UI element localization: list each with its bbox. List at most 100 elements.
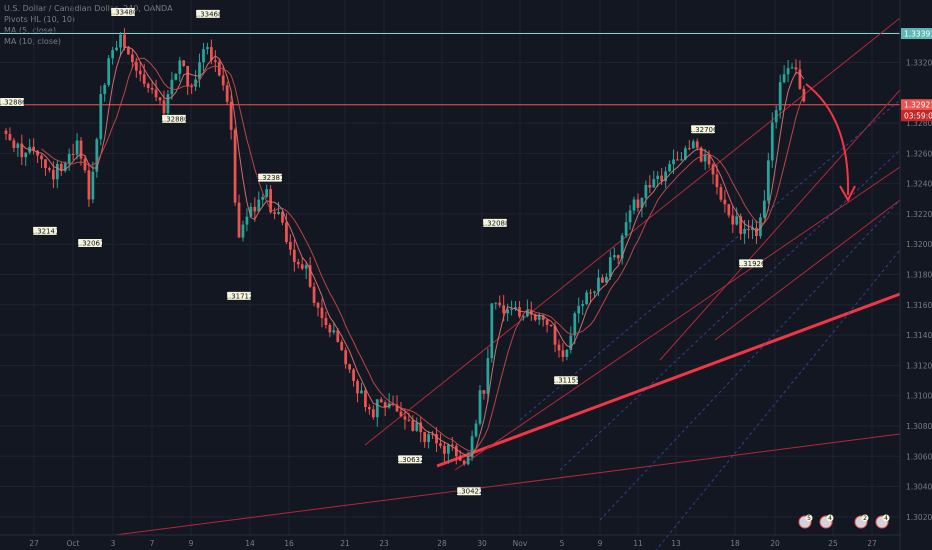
candle-body	[225, 85, 229, 102]
pivot-label-text: 1.31712	[225, 292, 254, 300]
price-tick-label: 1.32400	[906, 180, 932, 189]
candle-body	[16, 143, 20, 149]
candle-body	[304, 265, 308, 269]
candle-body	[470, 436, 474, 458]
candle-body	[766, 160, 770, 201]
candle-body	[510, 309, 513, 311]
candle-body	[660, 175, 664, 182]
candle-body	[249, 206, 253, 217]
candle-body	[719, 187, 723, 200]
candle-body	[494, 302, 498, 304]
candle-body	[411, 420, 415, 431]
candlestick-series	[4, 28, 806, 466]
candle-body	[134, 61, 138, 71]
candle-body	[447, 444, 450, 454]
candle-body	[723, 199, 727, 205]
candle-body	[395, 404, 399, 412]
channel-lower-line	[714, 199, 901, 341]
time-tick-label: 3	[111, 539, 116, 548]
candle-body	[202, 49, 205, 63]
candle-body	[344, 350, 348, 365]
candle-body	[529, 309, 533, 315]
candle-body	[537, 315, 541, 320]
pivot-label-box	[483, 218, 507, 227]
candle-body	[79, 140, 83, 159]
candle-body	[680, 159, 683, 161]
candle-body	[676, 159, 679, 161]
channel-inner-line	[659, 89, 901, 361]
price-tick-label: 1.31200	[906, 361, 932, 370]
candle-body	[782, 74, 786, 83]
pivot-label-box	[398, 455, 422, 464]
time-tick-label: 13	[671, 539, 681, 548]
candle-body	[107, 58, 111, 85]
candle-body	[482, 390, 486, 394]
pivot-label-box	[162, 114, 186, 123]
candle-body	[518, 307, 521, 317]
candle-body	[206, 47, 209, 50]
time-tick-label: 27	[29, 539, 39, 548]
candle-body	[150, 87, 154, 90]
price-axis[interactable]: 1.332001.332001.328001.326001.324001.322…	[899, 0, 932, 550]
time-tick-label: 25	[828, 539, 838, 548]
candle-body	[439, 443, 442, 446]
candle-body	[597, 277, 600, 292]
ma-slow-indicator-label[interactable]: MA (10, close)	[4, 37, 62, 46]
pivot-label-box	[111, 8, 135, 17]
candle-body	[277, 211, 280, 214]
symbol-title[interactable]: U.S. Dollar / Canadian Dollar, 240, OAND…	[4, 4, 173, 13]
candle-body	[300, 264, 304, 269]
ma-fast-indicator-label[interactable]: MA (5, close)	[4, 26, 56, 35]
pivot-label-text: 1.32886	[0, 99, 27, 107]
candle-body	[111, 50, 114, 59]
candle-body	[553, 325, 557, 345]
candle-body	[40, 155, 43, 160]
candle-body	[632, 199, 636, 211]
candle-body	[375, 399, 379, 418]
candle-body	[198, 62, 201, 80]
candle-body	[336, 330, 340, 342]
candle-body	[486, 358, 490, 394]
candle-body	[241, 224, 245, 238]
candle-body	[308, 265, 312, 287]
moving-average-layer	[21, 46, 805, 458]
candle-body	[798, 69, 802, 89]
candle-body	[458, 456, 462, 461]
time-tick-label: 21	[340, 539, 350, 548]
candle-body	[340, 341, 344, 351]
pivot-label-box	[33, 226, 57, 235]
pivot-label-box	[554, 376, 578, 385]
candle-body	[751, 227, 754, 231]
time-axis[interactable]: 27 Oct 3 7 9 14 16 21 23 28 30 Nov 5 9 11 13 18 20 25 27	[0, 534, 900, 548]
candle-body	[569, 335, 573, 350]
event-badges[interactable]: 5 4 2 4	[798, 514, 890, 529]
candle-body	[371, 409, 375, 418]
candle-body	[348, 364, 351, 370]
candle-body	[747, 229, 750, 231]
candle-body	[435, 434, 438, 444]
candle-body	[52, 169, 55, 180]
candle-body	[115, 47, 118, 51]
candle-body	[526, 309, 529, 317]
event-badge-count-bg	[805, 514, 813, 522]
price-tick-label: 1.32200	[906, 210, 932, 219]
candle-body	[174, 73, 178, 80]
price-tick-label: 1.30200	[906, 513, 932, 522]
candle-body	[99, 94, 103, 140]
candle-body	[154, 89, 158, 98]
candle-body	[324, 317, 328, 325]
pivot-label-text: 1.32706	[689, 126, 718, 134]
candle-body	[427, 434, 430, 442]
candle-body	[245, 216, 249, 225]
candle-body	[506, 309, 509, 314]
candle-body	[691, 141, 695, 149]
current-price-tag: 1.32921	[904, 101, 932, 110]
candle-body	[379, 399, 383, 403]
candle-body	[608, 257, 612, 277]
candle-body	[790, 67, 794, 69]
candle-body	[707, 154, 711, 165]
price-tick-label: 1.30600	[906, 452, 932, 461]
fib-channel-dashed-line	[519, 99, 901, 421]
pivots-indicator-label[interactable]: Pivots HL (10, 10)	[4, 15, 76, 24]
